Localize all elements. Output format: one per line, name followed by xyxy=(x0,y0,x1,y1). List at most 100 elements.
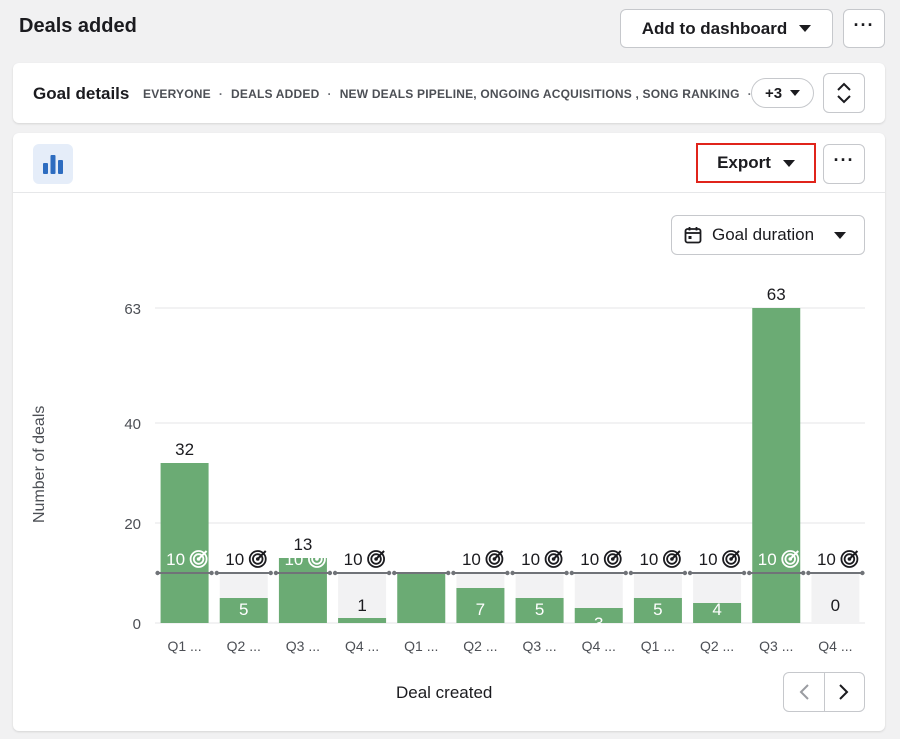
x-tick-label: Q3 ... xyxy=(759,638,793,654)
filter-assignee: EVERYONE xyxy=(143,87,211,101)
goal-line-dot xyxy=(451,570,456,576)
x-tick-label: Q2 ... xyxy=(463,638,497,654)
goal-label: 10 xyxy=(639,550,658,569)
bar xyxy=(456,588,505,623)
target-icon xyxy=(781,550,800,568)
goal-filters: EVERYONE · DEALS ADDED · NEW DEALS PIPEL… xyxy=(143,87,760,101)
goal-line-dot xyxy=(682,570,688,576)
bar-chart-icon xyxy=(43,155,63,174)
goal-remainder-bar xyxy=(811,573,860,623)
bar-value-label: 13 xyxy=(293,535,312,554)
goal-line-dot xyxy=(747,570,752,576)
bar-value-label: 0 xyxy=(831,596,840,615)
export-highlight-box xyxy=(696,143,816,183)
calendar-icon xyxy=(684,227,702,244)
goal-line-dot xyxy=(741,570,747,576)
bar-value-label: 5 xyxy=(239,600,248,619)
target-icon xyxy=(722,550,740,568)
bar-value-label: 7 xyxy=(476,600,485,619)
bar xyxy=(338,618,387,623)
x-tick-label: Q1 ... xyxy=(404,638,438,654)
goal-line-dot xyxy=(155,570,160,576)
target-icon xyxy=(367,550,385,568)
y-tick-label: 40 xyxy=(124,416,141,433)
more-icon: ··· xyxy=(853,14,875,35)
goal-line-dot xyxy=(273,570,279,576)
chevron-down-icon xyxy=(782,159,795,167)
x-tick-label: Q4 ... xyxy=(818,638,852,654)
goal-line-dot xyxy=(392,570,397,576)
goal-label: 10 xyxy=(462,550,481,569)
bar-value-label: 4 xyxy=(712,600,721,619)
x-tick-label: Q2 ... xyxy=(227,638,261,654)
goal-label: 10 xyxy=(580,550,599,569)
goal-label: 10 xyxy=(699,550,718,569)
add-to-dashboard-button[interactable]: Add to dashboard xyxy=(620,9,833,48)
chevron-down-icon xyxy=(799,25,812,32)
x-tick-label: Q4 ... xyxy=(345,638,379,654)
goal-line-dot xyxy=(327,570,333,576)
goal-line-dot xyxy=(623,570,628,576)
bar-value-label: 5 xyxy=(535,600,544,619)
goal-line-dot xyxy=(687,570,693,576)
goal-duration-label: Goal duration xyxy=(712,225,815,244)
bar xyxy=(693,603,742,623)
goal-line-dot xyxy=(209,570,214,576)
goal-label: 10 xyxy=(403,550,422,569)
goal-label: 10 xyxy=(817,550,836,569)
target-icon xyxy=(840,550,859,568)
goal-duration-dropdown[interactable]: Goal duration xyxy=(671,215,865,255)
goal-label: 10 xyxy=(225,550,244,569)
export-button[interactable]: Export xyxy=(700,147,812,179)
bar xyxy=(633,598,682,623)
more-icon: ··· xyxy=(833,150,855,170)
target-icon xyxy=(248,550,267,568)
goal-label: 10 xyxy=(344,550,363,569)
x-tick-label: Q2 ... xyxy=(700,638,734,654)
chart-more-button[interactable]: ··· xyxy=(823,144,865,184)
filter-goal-type: DEALS ADDED xyxy=(231,87,320,101)
bar xyxy=(515,598,564,623)
target-icon xyxy=(426,550,445,568)
bar xyxy=(397,573,446,623)
y-tick-label: 63 xyxy=(124,301,141,318)
x-tick-label: Q1 ... xyxy=(641,638,675,654)
goal-line-dot xyxy=(628,570,634,576)
filter-separator: · xyxy=(327,87,332,101)
goal-line-dot xyxy=(446,570,451,576)
y-tick-label: 20 xyxy=(124,516,141,533)
x-axis-title: Deal created xyxy=(396,683,493,702)
goal-details-title: Goal details xyxy=(33,84,130,103)
bar xyxy=(219,598,268,623)
previous-page-button[interactable] xyxy=(784,673,824,711)
bar xyxy=(160,463,209,623)
add-to-dashboard-label: Add to dashboard xyxy=(641,18,788,38)
bar-value-label: 32 xyxy=(175,440,194,459)
goal-label: 10 xyxy=(284,550,303,569)
bar-value-label: 63 xyxy=(767,285,786,304)
chart-type-button[interactable] xyxy=(33,144,73,184)
filter-separator: · xyxy=(218,87,224,101)
goal-line-dot xyxy=(801,570,806,576)
more-filters-pill[interactable]: +3 xyxy=(751,78,814,108)
goal-remainder-bar xyxy=(338,573,387,623)
chevron-down-icon xyxy=(834,231,847,239)
bar xyxy=(752,308,801,623)
bar-value-label: 3 xyxy=(594,614,603,633)
bar xyxy=(574,608,623,623)
y-axis-title: Number of deals xyxy=(31,405,48,523)
chart-pager xyxy=(783,672,865,712)
header-more-button[interactable]: ··· xyxy=(843,9,885,48)
y-tick-label: 0 xyxy=(133,616,141,633)
page-title: Deals added xyxy=(19,15,137,37)
more-filters-count: +3 xyxy=(764,84,783,102)
goal-line-dot xyxy=(386,570,392,576)
chart-toolbar: Export ··· xyxy=(13,133,885,193)
expand-collapse-button[interactable] xyxy=(823,73,865,113)
goal-line-dot xyxy=(332,570,338,576)
next-page-button[interactable] xyxy=(823,673,865,711)
target-icon xyxy=(663,550,681,568)
target-icon xyxy=(308,550,326,568)
goal-label: 10 xyxy=(166,550,185,569)
